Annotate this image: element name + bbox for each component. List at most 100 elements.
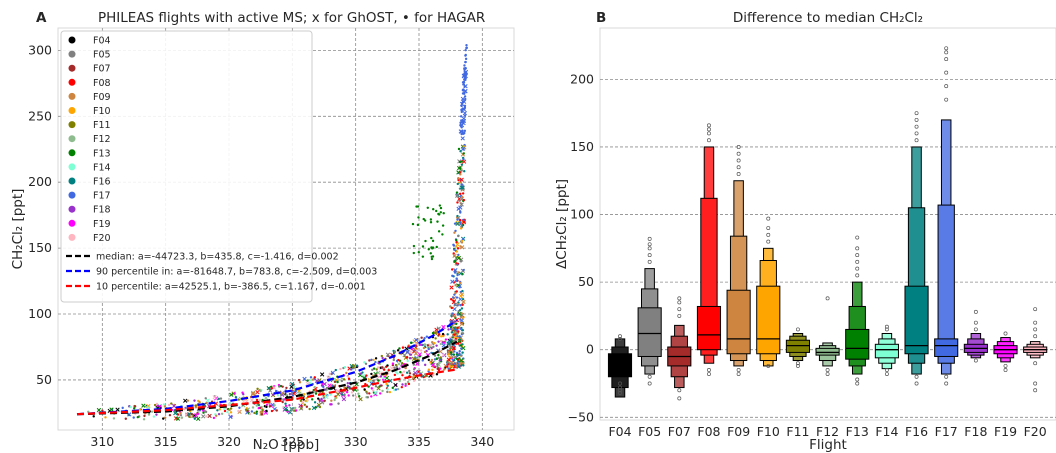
scatter-point-ghost — [171, 403, 177, 409]
boxen-f12 — [815, 296, 840, 376]
scatter-point-ghost — [196, 416, 201, 421]
legend-label: F05 — [93, 50, 111, 61]
scatter-point-hagar — [376, 366, 380, 369]
scatter-point-ghost — [371, 379, 376, 384]
scatter-point-ghost — [458, 293, 464, 299]
scatter-point-ghost — [228, 414, 233, 420]
boxen-outlier — [884, 327, 889, 332]
scatter-point-ghost — [451, 299, 457, 305]
scatter-point-hagar — [397, 358, 400, 362]
scatter-point-hagar — [456, 353, 460, 357]
boxen-outlier — [855, 259, 860, 264]
boxen-level — [785, 339, 810, 353]
scatter-point-hagar — [300, 407, 303, 410]
scatter-point-hagar — [450, 353, 453, 356]
scatter-point-ghost — [461, 74, 467, 79]
boxen-outlier — [944, 46, 949, 51]
panel-a-y-axis-label: CH₂Cl₂ [ppt] — [10, 189, 26, 270]
scatter-point-hagar — [461, 332, 465, 335]
boxen-level — [845, 328, 870, 360]
scatter-point-hagar — [450, 363, 453, 366]
scatter-point-hagar — [345, 390, 349, 394]
legend-label: F11 — [93, 120, 111, 131]
scatter-point-hagar — [439, 211, 442, 214]
scatter-point-ghost — [446, 357, 452, 362]
scatter-point-ghost — [411, 375, 416, 381]
boxen-outlier — [855, 253, 860, 258]
scatter-point-hagar — [237, 398, 240, 401]
scatter-point-hagar — [391, 386, 394, 390]
boxen-outlier — [944, 381, 949, 386]
scatter-point-hagar — [458, 218, 462, 222]
scatter-point-hagar — [430, 358, 434, 362]
scatter-point-hagar — [320, 397, 323, 401]
scatter-point-hagar — [163, 405, 167, 408]
scatter-point-hagar — [205, 401, 208, 405]
scatter-point-ghost — [405, 349, 410, 355]
scatter-point-hagar — [356, 388, 359, 392]
x-tick-label: F17 — [935, 424, 958, 439]
scatter-point-hagar — [416, 223, 420, 227]
boxen-outlier — [914, 131, 919, 136]
scatter-point-hagar — [420, 343, 423, 347]
scatter-point-hagar — [284, 404, 288, 408]
scatter-point-hagar — [448, 367, 452, 370]
scatter-point-hagar — [129, 405, 132, 409]
scatter-point-hagar — [229, 411, 233, 414]
scatter-point-hagar — [456, 263, 459, 266]
boxen-outlier — [1033, 320, 1038, 325]
scatter-point-hagar — [450, 339, 453, 342]
panel-b-tick-labels: −50 0 50 100 150 200 F04 F05 F07 F08 F09 F10 F11 F12 F… — [568, 71, 1047, 439]
scatter-point-hagar — [304, 399, 307, 403]
scatter-point-hagar — [323, 399, 326, 402]
scatter-point-hagar — [455, 238, 458, 242]
scatter-point-hagar — [121, 406, 124, 410]
scatter-point-hagar — [366, 396, 370, 399]
scatter-point-hagar — [430, 257, 434, 261]
scatter-point-hagar — [449, 327, 453, 331]
scatter-point-hagar — [255, 412, 258, 415]
scatter-point-hagar — [451, 268, 454, 271]
scatter-point-ghost — [458, 205, 463, 210]
scatter-point-hagar — [380, 366, 384, 369]
scatter-point-hagar — [454, 229, 457, 233]
scatter-point-hagar — [162, 417, 165, 420]
scatter-point-hagar — [412, 244, 416, 248]
scatter-point-hagar — [435, 209, 438, 213]
boxen-outlier — [677, 307, 682, 312]
scatter-point-hagar — [449, 351, 453, 354]
legend-label: F09 — [93, 92, 111, 103]
scatter-point-hagar — [402, 370, 406, 373]
scatter-point-hagar — [423, 336, 426, 340]
scatter-point-ghost — [460, 185, 465, 190]
scatter-point-hagar — [458, 350, 461, 353]
scatter-point-ghost — [175, 416, 181, 421]
scatter-point-hagar — [459, 210, 462, 213]
x-tick-label: F18 — [964, 424, 987, 439]
scatter-point-hagar — [453, 231, 456, 234]
y-tick-label: 200 — [28, 174, 52, 189]
scatter-point-hagar — [143, 414, 146, 418]
scatter-point-hagar — [305, 397, 308, 400]
boxen-outlier — [736, 165, 741, 170]
scatter-point-hagar — [196, 412, 200, 416]
scatter-point-hagar — [454, 322, 458, 326]
scatter-point-hagar — [416, 205, 420, 208]
scatter-point-ghost — [250, 391, 256, 396]
scatter-point-hagar — [439, 206, 443, 210]
scatter-point-hagar — [228, 401, 232, 405]
scatter-point-ghost — [456, 165, 462, 171]
scatter-point-ghost — [463, 69, 469, 75]
scatter-point-hagar — [330, 399, 333, 402]
scatter-point-hagar — [364, 362, 368, 365]
scatter-point-ghost — [127, 412, 132, 417]
scatter-point-hagar — [346, 375, 350, 378]
scatter-point-hagar — [340, 379, 344, 383]
scatter-point-ghost — [428, 343, 433, 348]
boxen-level — [904, 285, 929, 355]
scatter-point-hagar — [456, 214, 459, 218]
scatter-point-hagar — [374, 361, 377, 364]
scatter-point-ghost — [459, 257, 464, 262]
boxen-outlier — [1033, 327, 1038, 332]
scatter-point-hagar — [431, 239, 435, 243]
